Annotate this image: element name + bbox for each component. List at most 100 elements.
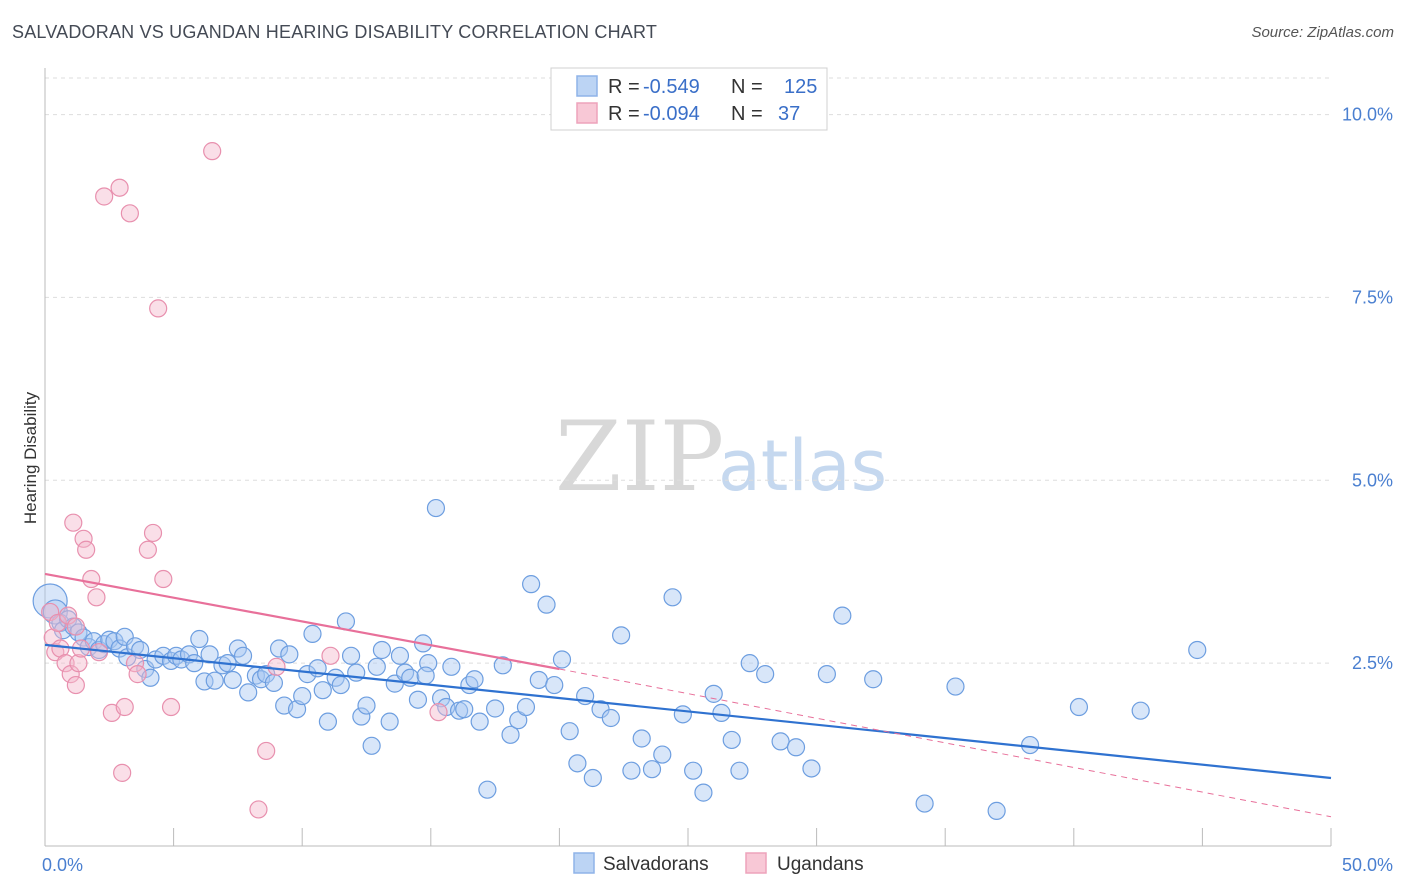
ugandan-point xyxy=(77,540,96,559)
ugandan-point xyxy=(74,529,93,548)
salvadoran-trend-line xyxy=(44,643,1332,780)
salvadoran-point xyxy=(280,645,299,664)
y-axis-title: Hearing Disability xyxy=(21,391,40,524)
ugandan-point xyxy=(115,697,134,717)
x-tick-label-1: 50.0% xyxy=(1342,855,1393,875)
salvadoran-point xyxy=(493,656,512,675)
ugandan-point xyxy=(161,697,181,717)
salvadoran-point xyxy=(786,738,806,757)
ugandan-point xyxy=(82,569,101,589)
salvadoran-point xyxy=(293,686,312,706)
ugandan-point xyxy=(95,187,114,206)
salvadoran-point xyxy=(987,801,1006,820)
x-tick-label-0: 0.0% xyxy=(42,855,83,875)
ugandan-point xyxy=(66,675,85,695)
salvadoran-point xyxy=(1131,701,1150,720)
watermark-zip: ZIP xyxy=(555,401,724,513)
ugandan-point xyxy=(429,703,448,722)
salvadoran-points xyxy=(32,498,1207,820)
salvadoran-point xyxy=(478,780,497,799)
trend-lines xyxy=(44,572,1332,818)
salvadoran-point xyxy=(653,745,672,764)
salvadoran-point xyxy=(730,761,749,780)
salvadoran-point xyxy=(318,712,338,731)
salvadoran-point xyxy=(195,672,214,691)
salvadoran-point xyxy=(1069,697,1089,717)
salvadoran-point xyxy=(802,759,821,778)
salvadoran-point xyxy=(380,712,399,731)
bottom-legend: Salvadorans Ugandans xyxy=(573,852,864,875)
salvadoran-point xyxy=(362,736,381,755)
chart-title: SALVADORAN VS UGANDAN HEARING DISABILITY… xyxy=(12,22,658,42)
salvadoran-point xyxy=(537,595,556,614)
ugandan-point xyxy=(143,523,163,543)
ugandan-point xyxy=(149,299,168,318)
y-tick-label-0: 2.5% xyxy=(1352,653,1393,673)
salvadoran-point xyxy=(817,665,836,684)
salvadoran-point xyxy=(622,761,641,780)
salvadoran-point xyxy=(833,606,852,625)
salvadoran-point xyxy=(341,646,361,665)
salvadoran-point xyxy=(545,675,564,695)
ugandan-point xyxy=(120,204,139,223)
ugandan-point xyxy=(113,763,132,782)
ugandan-point xyxy=(203,142,222,161)
legend-box: R = -0.549 N = 125 R = -0.094 N = 37 xyxy=(550,67,828,131)
ugandan-point xyxy=(321,646,340,665)
salvadoran-point xyxy=(264,673,284,692)
y-tick-label-2: 7.5% xyxy=(1352,287,1393,307)
legend-swatch-salvadorans xyxy=(576,75,598,97)
axes xyxy=(44,68,1332,847)
salvadoran-point xyxy=(552,650,572,669)
bottom-legend-label-salvadorans: Salvadorans xyxy=(603,854,709,875)
salvadoran-point xyxy=(642,760,662,779)
salvadoran-point xyxy=(303,624,322,643)
salvadoran-point xyxy=(455,700,474,719)
salvadoran-point xyxy=(298,665,317,684)
legend-r-value-2: -0.094 xyxy=(643,103,700,125)
salvadoran-point xyxy=(223,670,242,690)
ugandan-point xyxy=(48,613,67,633)
bottom-legend-label-ugandans: Ugandans xyxy=(777,854,864,875)
salvadoran-point xyxy=(426,498,446,518)
salvadoran-point xyxy=(239,683,258,702)
salvadoran-point xyxy=(313,681,332,700)
bottom-legend-swatch-salvadorans xyxy=(573,852,595,874)
salvadoran-point xyxy=(352,707,371,726)
salvadoran-point xyxy=(684,761,703,780)
salvadoran-point xyxy=(79,637,98,657)
ugandan-point xyxy=(257,741,276,761)
ugandan-trend-line xyxy=(44,572,560,671)
y-tick-label-3: 10.0% xyxy=(1342,105,1393,125)
salvadoran-point xyxy=(663,588,682,607)
salvadoran-point xyxy=(372,640,392,660)
salvadoran-point xyxy=(408,690,428,709)
salvadoran-point xyxy=(864,670,883,689)
ugandan-point xyxy=(154,569,173,589)
salvadoran-point xyxy=(568,754,587,773)
legend-n-value-2: 37 xyxy=(778,103,800,125)
salvadoran-point xyxy=(1188,640,1207,660)
salvadoran-point xyxy=(529,670,548,690)
salvadoran-point xyxy=(416,666,435,685)
ugandan-points xyxy=(41,142,448,819)
salvadoran-point xyxy=(205,671,224,690)
y-tick-labels: 2.5% 5.0% 7.5% 10.0% xyxy=(1342,105,1393,674)
salvadoran-point xyxy=(331,675,350,695)
ugandan-point xyxy=(249,800,268,819)
salvadoran-point xyxy=(756,665,775,684)
salvadoran-point xyxy=(771,732,790,751)
salvadoran-point xyxy=(915,794,934,813)
legend-n-label-2: N = xyxy=(731,103,763,125)
chart-source: Source: ZipAtlas.com xyxy=(1251,24,1394,41)
salvadoran-point xyxy=(501,725,520,744)
legend-r-label-2: R = xyxy=(608,103,640,125)
salvadoran-point xyxy=(470,712,489,731)
salvadoran-point xyxy=(190,629,209,649)
salvadoran-point xyxy=(42,599,68,625)
salvadoran-point xyxy=(442,657,461,676)
ugandan-point xyxy=(89,643,109,662)
salvadoran-point xyxy=(185,654,204,673)
ugandan-point xyxy=(66,617,85,636)
